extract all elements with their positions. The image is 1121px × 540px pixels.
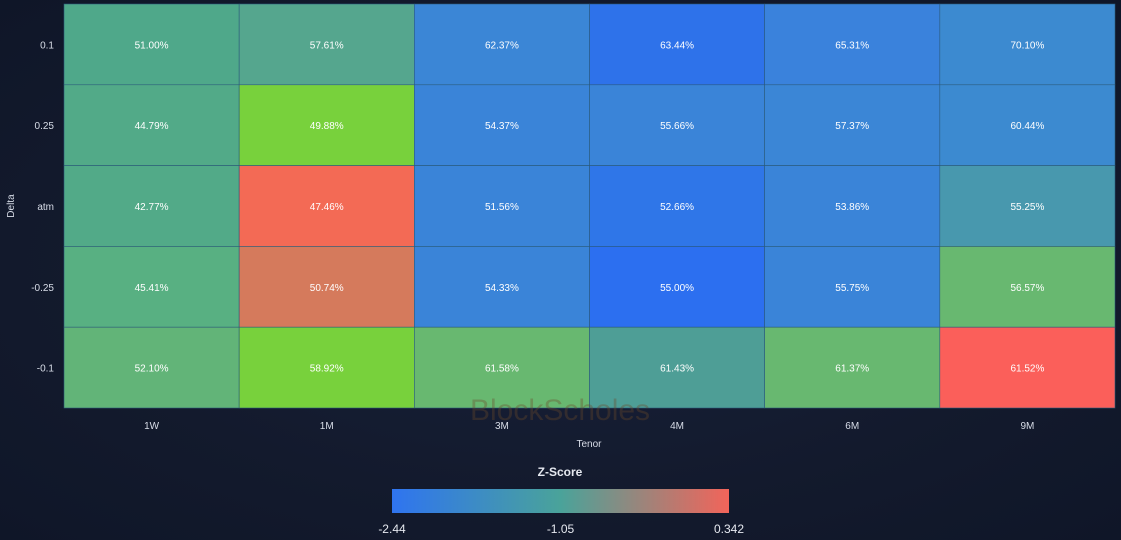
heatmap-cell (589, 165, 765, 247)
heatmap-cell-value: 42.77% (135, 202, 169, 213)
heatmap-cell-value: 55.75% (835, 283, 869, 294)
heatmap-cell-value: 61.58% (485, 364, 519, 375)
y-tick-label: 0.25 (35, 121, 55, 132)
heatmap-cell (63, 165, 240, 247)
heatmap-cell-value: 56.57% (1010, 283, 1044, 294)
watermark: BlockScholes (470, 394, 650, 427)
heatmap-cell (589, 326, 765, 409)
heatmap-cell-value: 44.79% (135, 121, 169, 132)
heatmap-cell (764, 246, 941, 328)
heatmap-cell (764, 326, 941, 409)
colorbar-tick-label: 0.342 (714, 522, 744, 536)
heatmap-cell-value: 53.86% (835, 202, 869, 213)
x-tick-label: 3M (495, 421, 509, 432)
heatmap-cell-value: 50.74% (310, 283, 344, 294)
heatmap-cell (63, 84, 240, 166)
x-tick-label: 1M (320, 421, 334, 432)
heatmap-cell (939, 165, 1116, 247)
heatmap-cell (939, 84, 1116, 166)
heatmap-cells (63, 3, 1116, 409)
y-axis-ticks: 0.1 0.25 atm -0.25 -0.1 (31, 40, 54, 374)
heatmap-cell (63, 246, 240, 328)
colorbar-title: Z-Score (538, 465, 583, 479)
x-axis-ticks: 1W 1M 3M 4M 6M 9M (144, 421, 1034, 432)
heatmap-cell (764, 165, 941, 247)
y-tick-label: atm (37, 202, 54, 213)
heatmap-cell (764, 3, 941, 86)
heatmap-cell-value: 49.88% (310, 121, 344, 132)
heatmap-cell-value: 57.61% (310, 40, 344, 51)
heatmap-cell-value: 54.33% (485, 283, 519, 294)
y-tick-label: 0.1 (40, 40, 54, 51)
y-tick-label: -0.1 (37, 364, 55, 375)
heatmap-cell-value: 55.00% (660, 283, 694, 294)
heatmap-cell-value: 62.37% (485, 40, 519, 51)
heatmap-cell (939, 326, 1116, 409)
heatmap-cell (414, 326, 590, 409)
heatmap-cell (589, 84, 765, 166)
y-tick-label: -0.25 (31, 283, 54, 294)
x-axis-title: Tenor (576, 439, 602, 450)
heatmap-cell-value: 60.44% (1010, 121, 1044, 132)
x-tick-label: 6M (845, 421, 859, 432)
heatmap-cell (589, 3, 765, 86)
y-axis-title: Delta (6, 194, 17, 218)
heatmap-cell (238, 165, 415, 247)
heatmap-cell (589, 246, 765, 328)
x-tick-label: 9M (1020, 421, 1034, 432)
heatmap-cell (939, 246, 1116, 328)
heatmap-cell-value: 51.00% (135, 40, 169, 51)
colorbar-ticks: -2.44 -1.05 0.342 (378, 522, 744, 536)
heatmap-cell (414, 3, 590, 86)
heatmap-cell (238, 246, 415, 328)
heatmap-cell (238, 326, 415, 409)
heatmap-cell-value: 63.44% (660, 40, 694, 51)
heatmap-cell-value: 52.10% (135, 364, 169, 375)
heatmap-cell (414, 246, 590, 328)
heatmap-cell-value: 55.25% (1010, 202, 1044, 213)
heatmap-cell-value: 61.43% (660, 364, 694, 375)
heatmap-cell-value: 51.56% (485, 202, 519, 213)
heatmap-cell-labels: 51.00% 57.61% 62.37% 63.44% 65.31% 70.10% 44.7… (135, 40, 1045, 374)
heatmap-cell-value: 45.41% (135, 283, 169, 294)
heatmap-cell-value: 58.92% (310, 364, 344, 375)
heatmap-cell (238, 84, 415, 166)
heatmap-cell (238, 3, 415, 86)
heatmap-cell-value: 52.66% (660, 202, 694, 213)
x-tick-label: 4M (670, 421, 684, 432)
x-tick-label: 1W (144, 421, 160, 432)
heatmap-cell (63, 326, 240, 409)
heatmap-cell-value: 70.10% (1010, 40, 1044, 51)
heatmap-cell (939, 3, 1116, 86)
heatmap-cell (414, 165, 590, 247)
heatmap-cell-value: 65.31% (835, 40, 869, 51)
heatmap-cell-value: 47.46% (310, 202, 344, 213)
colorbar-tick-label: -1.05 (547, 522, 575, 536)
heatmap-cell-value: 61.52% (1010, 364, 1044, 375)
heatmap-cell (63, 3, 240, 86)
colorbar (392, 489, 729, 513)
heatmap-cell-value: 54.37% (485, 121, 519, 132)
heatmap-cell-value: 55.66% (660, 121, 694, 132)
heatmap-cell-value: 61.37% (835, 364, 869, 375)
colorbar-tick-label: -2.44 (378, 522, 406, 536)
heatmap-cell-value: 57.37% (835, 121, 869, 132)
